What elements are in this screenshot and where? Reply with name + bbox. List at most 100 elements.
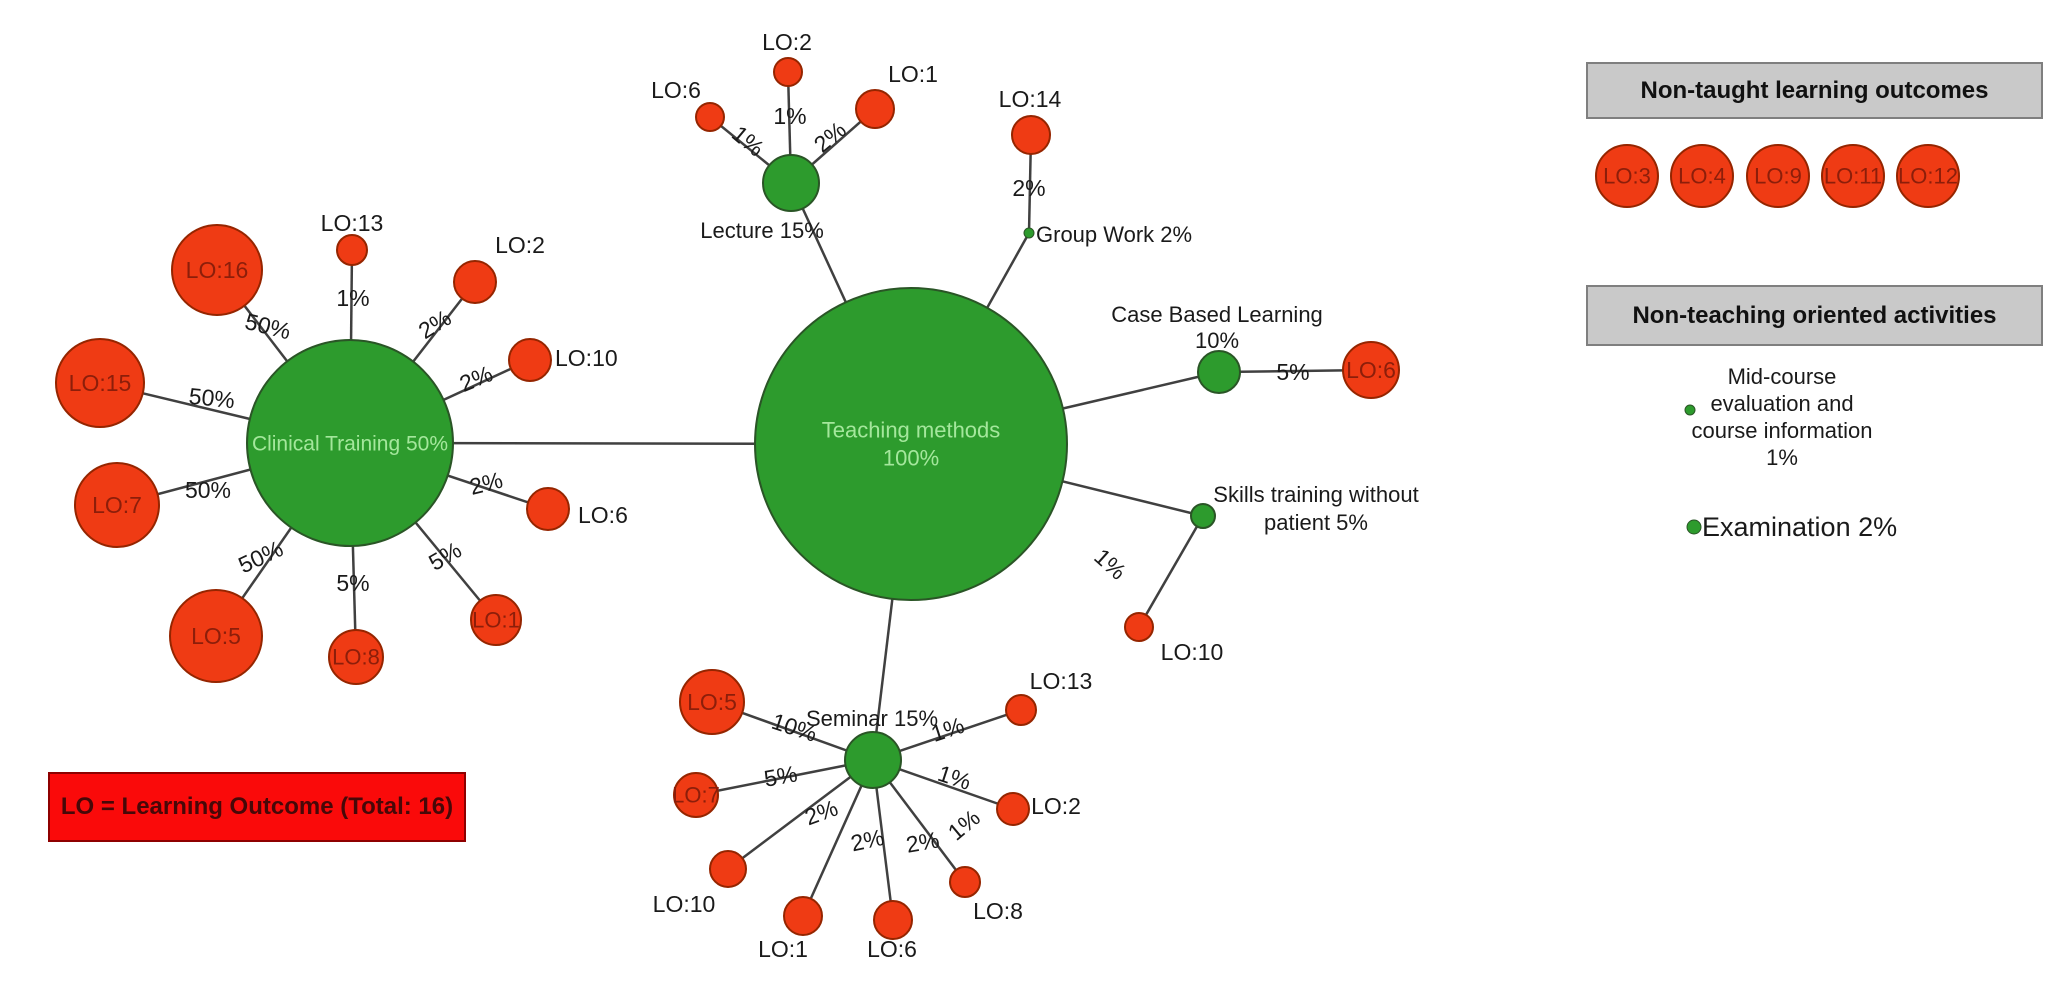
edge-skills-s_lo10 [1137, 515, 1205, 628]
legend-box: LO = Learning Outcome (Total: 16) [48, 772, 466, 842]
edge-seminar-se_lo6-label: 2% [904, 826, 941, 857]
clinical-label: Clinical Training 50% [252, 432, 448, 455]
legend-label: LO = Learning Outcome (Total: 16) [60, 793, 454, 820]
se_lo7-label: LO:7 [672, 783, 720, 808]
se_lo5-label: LO:5 [687, 689, 737, 715]
cbl-label: 10% [1195, 328, 1239, 353]
c_lo2-node [453, 260, 497, 304]
skills-label: patient 5% [1264, 510, 1368, 535]
c_lo13-node [336, 234, 368, 266]
c_lo6-node [526, 487, 570, 531]
c_lo6-label: LO:6 [578, 502, 628, 528]
edge-clinical-c_lo13-label: 1% [336, 285, 369, 311]
c_lo13-label: LO:13 [321, 210, 384, 236]
l_lo2-label: LO:2 [762, 29, 812, 55]
c_lo7-node [74, 462, 160, 548]
non-teaching-title: Non-teaching oriented activities [1632, 301, 1997, 329]
se_lo7-node [673, 772, 719, 818]
edge-lecture-l_lo6-label: 1% [727, 120, 769, 161]
nt_lo3-node [1595, 144, 1659, 208]
se_lo5-node [679, 669, 745, 735]
c_lo1-label: LO:1 [472, 608, 520, 633]
nt_lo9-node [1746, 144, 1810, 208]
se_lo1-node [783, 896, 823, 936]
edge-skills-s_lo10-label: 1% [1089, 543, 1131, 585]
c_lo16-node [171, 224, 263, 316]
se_lo10-node [709, 850, 747, 888]
l_lo14-label: LO:14 [999, 86, 1062, 112]
se_lo2-node [996, 792, 1030, 826]
se_lo1-label: LO:1 [758, 936, 808, 962]
non-taught-panel: Non-taught learning outcomes [1586, 62, 2043, 119]
nt_lo9-label: LO:9 [1754, 164, 1802, 189]
teaching-node [754, 287, 1068, 601]
cb_lo6-label: LO:6 [1346, 357, 1396, 383]
l_lo2-node [773, 57, 803, 87]
c_lo10-label: LO:10 [555, 345, 618, 371]
nt_lo3-label: LO:3 [1603, 164, 1651, 189]
se_lo8-label: LO:8 [973, 898, 1023, 924]
l_lo1-label: LO:1 [888, 61, 938, 87]
groupwork-node [1023, 227, 1035, 239]
skills-label: Skills training without [1213, 482, 1418, 507]
groupwork-label: Group Work 2% [1036, 222, 1192, 247]
edge-clinical-c_lo6-label: 2% [467, 467, 506, 500]
cbl-node [1197, 350, 1241, 394]
se_lo10-label: LO:10 [653, 891, 716, 917]
edge-clinical-c_lo15-label: 50% [188, 383, 237, 414]
edge-seminar-se_lo7 [695, 758, 874, 797]
nt_lo12-label: LO:12 [1898, 164, 1958, 189]
nt_lo11-node [1821, 144, 1885, 208]
c_lo8-node [328, 629, 384, 685]
edge-clinical-c_lo8-label: 5% [336, 570, 369, 596]
edge-clinical-c_lo2-label: 2% [414, 304, 456, 344]
c_lo15-node [55, 338, 145, 428]
c_lo5-label: LO:5 [191, 623, 241, 649]
cbl-label: Case Based Learning [1111, 302, 1323, 327]
edge-seminar-se_lo2-label: 1% [935, 760, 975, 795]
midcourse-label: Mid-course evaluation and course informa… [1691, 364, 1873, 470]
se_lo8-node [949, 866, 981, 898]
edge-seminar-se_lo10 [727, 759, 874, 870]
edge-seminar-se_lo8-label: 1% [943, 804, 985, 845]
c_lo5-node [169, 589, 263, 683]
c_lo1-node [470, 594, 522, 646]
lecture-label: Lecture 15% [700, 218, 824, 243]
lecture-node [762, 154, 820, 212]
non-taught-title: Non-taught learning outcomes [1640, 76, 1989, 104]
l_lo6-node [695, 102, 725, 132]
l_lo1-node [855, 89, 895, 129]
edge-seminar-se_lo7-label: 5% [762, 760, 799, 791]
seminar-label: Seminar 15% [806, 706, 938, 731]
edge-seminar-se_lo1-label: 2% [848, 824, 886, 856]
non-teaching-panel: Non-teaching oriented activities [1586, 285, 2043, 346]
c_lo2-label: LO:2 [495, 232, 545, 258]
se_lo2-label: LO:2 [1031, 793, 1081, 819]
s_lo10-node [1124, 612, 1154, 642]
c_lo8-label: LO:8 [332, 645, 380, 670]
nt_lo4-node [1670, 144, 1734, 208]
edge-clinical-c_lo16-label: 50% [242, 308, 293, 344]
edge-groupwork-l_lo14-label: 2% [1012, 175, 1045, 201]
nt_lo12-node [1896, 144, 1960, 208]
clinical-node [246, 339, 454, 547]
edge-seminar-se_lo10-label: 2% [801, 795, 841, 831]
s_lo10-label: LO:10 [1161, 639, 1224, 665]
nt_lo4-label: LO:4 [1678, 164, 1726, 189]
se_lo13-node [1005, 694, 1037, 726]
c_lo16-label: LO:16 [186, 257, 249, 283]
l_lo6-label: LO:6 [651, 77, 701, 103]
c_lo15-label: LO:15 [69, 370, 132, 396]
se_lo13-label: LO:13 [1030, 668, 1093, 694]
edge-lecture-l_lo2-label: 1% [773, 103, 806, 129]
teaching-label: Teaching methods [822, 418, 1001, 443]
exam_dot-node [1686, 519, 1702, 535]
cb_lo6-node [1342, 341, 1400, 399]
teaching-label: 100% [883, 446, 939, 471]
nt_lo11-label: LO:11 [1824, 164, 1882, 189]
se_lo6-label: LO:6 [867, 936, 917, 962]
skills-node [1190, 503, 1216, 529]
c_lo10-node [508, 338, 552, 382]
